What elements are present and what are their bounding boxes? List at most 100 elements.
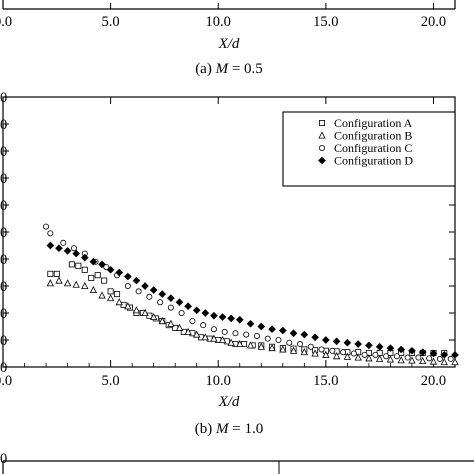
data-point (419, 356, 427, 365)
data-point (289, 346, 298, 354)
legend-label: Configuration B (334, 129, 412, 143)
data-point (426, 355, 433, 362)
y-tick-label: 0 (0, 225, 7, 241)
data-point (72, 280, 80, 288)
x-tick-label: 20.0 (421, 373, 446, 389)
data-point (307, 343, 314, 350)
series-configuration-c (43, 223, 454, 362)
data-point (275, 336, 282, 343)
data-point (53, 270, 60, 277)
data-point (124, 302, 132, 310)
series-configuration-a (47, 261, 448, 356)
data-point (243, 331, 250, 338)
data-point (106, 265, 115, 274)
data-point (221, 328, 228, 335)
data-point (451, 358, 459, 366)
data-point (440, 358, 448, 366)
data-point (124, 272, 132, 281)
data-point (286, 339, 293, 346)
data-point (210, 334, 218, 342)
data-point (218, 313, 227, 321)
data-point (106, 294, 115, 302)
top-caption: (a) M = 0.5 (195, 61, 263, 77)
data-point (297, 341, 304, 348)
legend-label: Configuration D (334, 154, 413, 168)
data-point (257, 322, 266, 331)
legend-marker (318, 120, 325, 127)
x-axis-title: X/d (218, 394, 240, 410)
data-point (43, 223, 50, 230)
y-tick-label: 0 (0, 252, 7, 268)
data-point (329, 347, 336, 354)
top-x-tick-label: 10.0 (206, 14, 231, 30)
data-point (350, 350, 357, 357)
data-point (167, 304, 174, 311)
top-x-tick-label: 5.0 (102, 14, 120, 30)
data-point (311, 349, 319, 357)
top-x-tick-label: 0.0 (0, 14, 12, 30)
data-point (150, 312, 158, 321)
data-point (89, 285, 98, 294)
data-point (75, 262, 82, 269)
data-point (201, 333, 209, 341)
data-point (343, 352, 352, 360)
legend-box (282, 111, 456, 187)
data-point (415, 354, 422, 361)
data-point (98, 260, 106, 269)
data-point (332, 337, 341, 346)
data-point (235, 315, 244, 324)
data-point (175, 298, 184, 307)
x-tick-label: 5.0 (102, 373, 120, 389)
data-point (88, 274, 95, 281)
data-point (393, 353, 400, 360)
data-point (278, 326, 287, 335)
data-point (72, 249, 81, 258)
top-x-tick-label: 15.0 (313, 14, 338, 30)
data-point (218, 335, 227, 344)
data-point (135, 288, 142, 295)
y-tick-label: 0 (0, 90, 7, 106)
series-configuration-b (46, 276, 459, 366)
data-point (146, 293, 153, 300)
data-point (361, 351, 368, 358)
data-point (289, 329, 298, 338)
y-tick-label: 0 (0, 117, 7, 133)
data-point (167, 294, 175, 302)
data-point (55, 276, 63, 284)
y-tick-label: 0 (0, 171, 7, 187)
legend-marker (318, 156, 326, 165)
data-point (80, 253, 89, 262)
data-point (397, 345, 406, 354)
data-point (200, 322, 207, 329)
data-point (418, 348, 427, 356)
y-tick-label: 0 (0, 360, 7, 376)
data-point (322, 350, 330, 358)
series-configuration-d (46, 241, 459, 359)
data-point (149, 286, 158, 294)
legend-marker (318, 131, 326, 139)
chart-b: 0 0 0 0 0 0 0 0 0 0 0 0.0 5.0 10.0 15.0 20.0 Configura… (0, 90, 459, 437)
data-point (89, 257, 98, 266)
data-point (201, 309, 210, 317)
data-point (63, 247, 72, 255)
data-point (365, 354, 373, 362)
data-point (115, 298, 123, 306)
data-point (167, 319, 175, 327)
data-point (184, 327, 192, 335)
data-point (132, 306, 141, 314)
data-point (386, 344, 395, 352)
data-point (184, 302, 192, 311)
data-point (376, 354, 384, 362)
data-point (404, 354, 411, 361)
data-point (94, 272, 101, 279)
data-point (375, 342, 384, 351)
bottom-panel-y-tick-label: 0 (0, 451, 7, 467)
data-point (192, 306, 201, 315)
data-point (264, 335, 271, 342)
data-point (71, 245, 78, 252)
data-point (232, 330, 239, 337)
data-point (55, 244, 63, 253)
data-point (436, 355, 443, 362)
